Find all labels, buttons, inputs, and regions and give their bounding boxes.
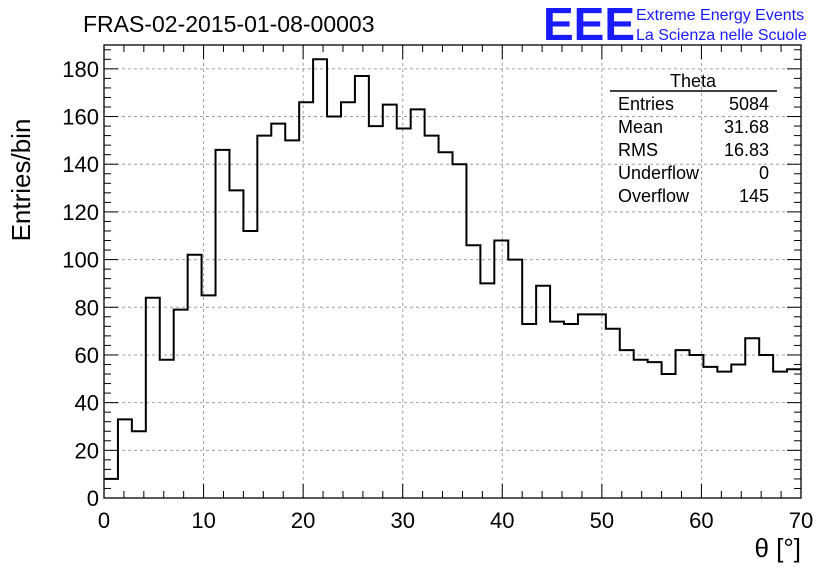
plot-frame [103, 44, 802, 499]
stats-value-underflow: 0 [759, 163, 769, 183]
histogram-bin [285, 140, 299, 498]
histogram-bin [132, 431, 146, 498]
histogram-bin [369, 126, 383, 498]
stats-label-underflow: Underflow [618, 163, 700, 183]
histogram-bin [578, 314, 592, 498]
chart-title: FRAS-02-2015-01-08-00003 [83, 11, 375, 37]
histogram-bin [689, 355, 703, 498]
y-axis-title: Entries/bin [6, 119, 36, 242]
histogram-bin [118, 419, 132, 498]
eee-logo-line1: Extreme Energy Events [636, 7, 804, 24]
histogram-bin [480, 283, 494, 498]
y-tick-label: 180 [62, 57, 99, 82]
tick-labels-layer: 0 10 20 30 40 50 60 70 0 20 40 60 80 100 120 140 160 180 [62, 57, 813, 533]
histogram-bin [536, 286, 550, 498]
y-tick-label: 80 [75, 295, 99, 320]
y-tick-label: 100 [62, 248, 99, 273]
ticks-layer [103, 45, 802, 499]
x-axis-title: θ [°] [754, 533, 801, 563]
stats-label-entries: Entries [618, 94, 674, 114]
eee-logo-line2: La Scienza nelle Scuole [636, 27, 807, 44]
histogram-bin [550, 322, 564, 498]
histogram-bin [703, 367, 717, 498]
y-tick-label: 140 [62, 152, 99, 177]
histogram-bin [313, 59, 327, 498]
histogram-bin [229, 190, 243, 498]
eee-logo: EEE Extreme Energy Events La Scienza nel… [543, 0, 807, 50]
histogram-outline [104, 58, 801, 480]
histogram-bin [355, 76, 369, 498]
histogram-bin [216, 150, 230, 498]
histogram-bin [508, 260, 522, 498]
stats-value-entries: 5084 [729, 94, 769, 114]
histogram-bin [648, 362, 662, 498]
histogram-bin [146, 298, 160, 498]
x-tick-label: 30 [390, 508, 414, 533]
histogram-bin [592, 314, 606, 498]
histogram-bin [759, 355, 773, 498]
histogram-bin [397, 128, 411, 498]
histogram-bin [425, 136, 439, 498]
histogram-bin [174, 310, 188, 498]
histogram-bin [299, 102, 313, 498]
histogram-bin [243, 231, 257, 498]
histogram-bin [634, 360, 648, 498]
x-tick-label: 0 [98, 508, 110, 533]
histogram-bin [341, 102, 355, 498]
histogram-bin [717, 372, 731, 498]
x-tick-label: 70 [789, 508, 813, 533]
histogram-bin [439, 152, 453, 498]
x-tick-label: 50 [590, 508, 614, 533]
stats-label-rms: RMS [618, 140, 658, 160]
histogram-bin [257, 136, 271, 498]
x-tick-label: 40 [490, 508, 514, 533]
x-tick-label: 20 [291, 508, 315, 533]
histogram-bin [411, 109, 425, 498]
histogram-bin [271, 124, 285, 498]
x-tick-label: 60 [689, 508, 713, 533]
histogram-bin [731, 364, 745, 498]
stats-label-mean: Mean [618, 117, 663, 137]
histogram-bin [676, 350, 690, 498]
histogram-bin [564, 324, 578, 498]
histogram-bin [466, 245, 480, 498]
histogram-bin [327, 117, 341, 498]
histogram-bin [188, 255, 202, 498]
histogram-bin [606, 329, 620, 498]
histogram-bin [104, 479, 118, 498]
y-tick-label: 120 [62, 200, 99, 225]
y-tick-label: 20 [75, 438, 99, 463]
stats-label-overflow: Overflow [618, 186, 690, 206]
y-tick-label: 160 [62, 105, 99, 130]
histogram-bin [383, 105, 397, 498]
y-tick-label: 60 [75, 343, 99, 368]
histogram-layer [104, 58, 801, 498]
histogram-bin [522, 324, 536, 498]
histogram-bin [773, 372, 787, 498]
y-tick-label: 0 [87, 486, 99, 511]
y-tick-label: 40 [75, 391, 99, 416]
histogram-bin [160, 360, 174, 498]
histogram-bin [453, 164, 467, 498]
stats-box-name: Theta [670, 71, 717, 91]
histogram-bin [662, 374, 676, 498]
stats-value-rms: 16.83 [724, 140, 769, 160]
histogram-bin [202, 295, 216, 498]
histogram-bin [494, 241, 508, 498]
x-tick-label: 10 [191, 508, 215, 533]
stats-box: Theta Entries 5084 Mean 31.68 RMS 16.83 … [610, 71, 777, 206]
stats-value-mean: 31.68 [724, 117, 769, 137]
histogram-bin [745, 338, 759, 498]
histogram-bin [787, 369, 801, 498]
histogram-bin [620, 350, 634, 498]
stats-value-overflow: 145 [739, 186, 769, 206]
eee-logo-mark: EEE [543, 0, 635, 50]
